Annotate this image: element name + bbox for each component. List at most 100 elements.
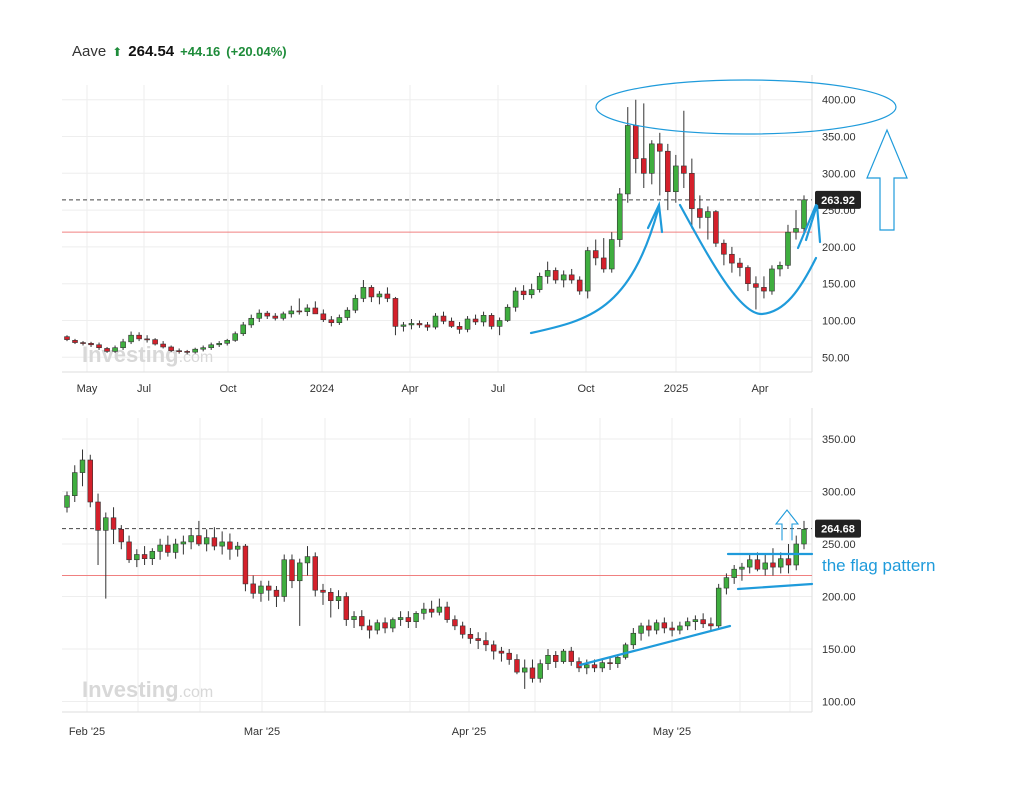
candle-down <box>568 274 575 281</box>
candle-up <box>436 606 443 613</box>
candle-up <box>258 585 264 594</box>
candle-down <box>144 338 150 341</box>
y-tick-label: 200.00 <box>822 592 856 604</box>
last-price-tag <box>815 519 861 538</box>
candle-down <box>472 318 479 323</box>
candle-up <box>762 562 768 570</box>
annotations-top <box>529 79 908 335</box>
candle-down <box>600 257 607 270</box>
asset-name: Aave <box>72 43 107 60</box>
candle-up <box>705 211 711 218</box>
candle-up <box>504 306 511 321</box>
candle-up <box>397 617 404 620</box>
candle-up <box>778 558 784 568</box>
candle-down <box>64 336 70 340</box>
candle-up <box>149 551 156 559</box>
oval-target-zone <box>595 79 897 135</box>
x-tick-label: Feb '25 <box>69 726 105 738</box>
candle-down <box>184 351 190 353</box>
chart-panel-1: 50.00100.00150.00200.00250.00300.00350.0… <box>62 75 861 395</box>
candle-up <box>537 663 543 679</box>
candle-up <box>421 608 427 614</box>
x-tick-label: Oct <box>219 383 236 395</box>
y-tick-label: 150.00 <box>822 644 856 656</box>
candle-up <box>432 315 439 328</box>
candle-down <box>646 625 652 631</box>
candle-up <box>544 270 551 277</box>
candle-up <box>352 298 359 311</box>
candle-down <box>118 528 125 543</box>
candle-down <box>475 638 481 641</box>
candle-down <box>713 211 719 244</box>
candle-up <box>624 125 631 195</box>
candle-down <box>296 310 303 313</box>
candle-down <box>320 313 327 321</box>
candle-down <box>444 606 450 620</box>
candle-up <box>731 568 737 578</box>
candle-down <box>592 250 599 259</box>
candle-up <box>288 310 295 315</box>
candle-down <box>770 562 776 568</box>
candle-up <box>630 632 637 646</box>
candle-up <box>522 667 528 673</box>
candle-up <box>785 231 791 266</box>
candle-up <box>464 318 471 330</box>
x-tick-label: Jul <box>491 383 505 395</box>
candle-up <box>335 596 342 601</box>
y-tick-label: 100.00 <box>822 697 856 709</box>
candle-up <box>616 193 623 240</box>
candle-down <box>424 324 431 328</box>
candle-down <box>272 315 279 319</box>
x-tick-label: May '25 <box>653 726 691 738</box>
candle-down <box>745 267 751 284</box>
x-tick-label: Apr <box>401 383 418 395</box>
x-tick-label: Jul <box>137 383 151 395</box>
candle-down <box>657 143 663 152</box>
candle-down <box>392 298 399 327</box>
candle-down <box>514 659 520 673</box>
candle-down <box>754 559 761 570</box>
rally-arrow-right <box>796 203 818 250</box>
candle-up <box>240 324 247 335</box>
candle-up <box>746 559 753 568</box>
candle-down <box>665 150 671 193</box>
candle-down <box>136 334 142 340</box>
candle-down <box>141 554 148 559</box>
candle-down <box>110 517 117 530</box>
x-tick-label: Oct <box>577 383 594 395</box>
candle-down <box>506 652 512 660</box>
candle-up <box>248 317 255 326</box>
candle-up <box>79 459 86 473</box>
candle-down <box>165 544 171 553</box>
candle-up <box>599 662 605 669</box>
candle-up <box>200 347 206 350</box>
candle-down <box>632 125 639 159</box>
candle-down <box>669 627 675 631</box>
candle-down <box>359 616 365 627</box>
candle-up <box>560 274 567 281</box>
trend-line <box>578 624 732 667</box>
candle-up <box>103 517 109 531</box>
candle-down <box>440 315 447 322</box>
candle-up <box>208 344 214 349</box>
current-price: 264.54 <box>128 43 175 60</box>
candle-down <box>729 253 735 264</box>
candle-up <box>413 612 419 622</box>
candle-up <box>715 587 722 627</box>
candle-down <box>343 596 349 620</box>
y-tick-label: 400.00 <box>822 95 856 107</box>
candle-down <box>152 339 158 345</box>
candle-up <box>769 268 775 292</box>
candle-up <box>560 650 567 662</box>
candle-down <box>366 625 373 631</box>
candle-down <box>328 319 335 323</box>
candle-down <box>452 619 458 627</box>
candle-up <box>528 289 535 296</box>
candle-up <box>545 654 551 664</box>
x-tick-label: Apr '25 <box>452 726 487 738</box>
candle-down <box>607 662 613 665</box>
candle-down <box>761 287 767 292</box>
candle-up <box>304 556 311 564</box>
candle-down <box>382 622 388 629</box>
